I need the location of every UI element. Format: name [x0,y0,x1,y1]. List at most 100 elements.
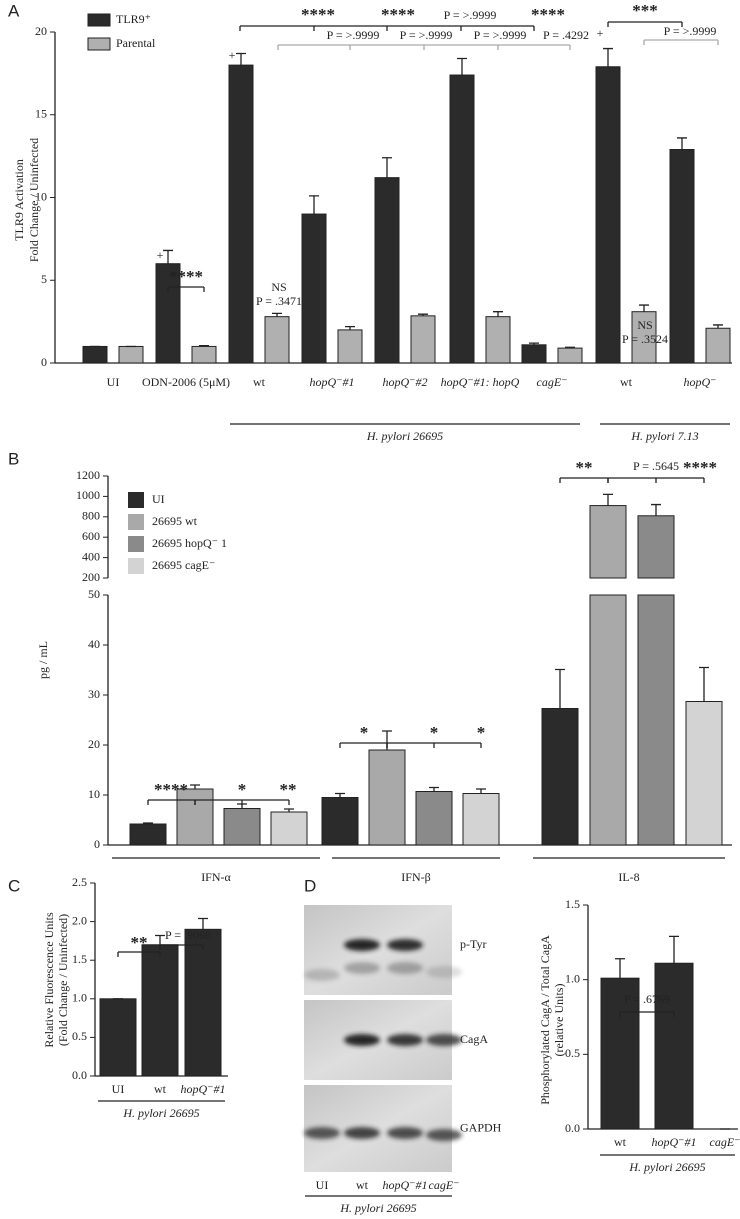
bar [705,327,731,364]
legend-swatch [128,492,144,508]
group-label: H. pylori 26695 [339,1201,416,1215]
x-tick-label: cagE⁻ [710,1135,740,1149]
bar [99,998,137,1077]
y-axis-label: Phosphorylated CagA / Total CagA [538,935,552,1105]
y-axis-label: (Fold Change / Uninfected) [56,914,70,1046]
y-tick-label: 10 [35,189,47,203]
bar [368,749,406,846]
error-bar [382,157,392,178]
y-tick-label: 1000 [76,488,100,502]
bar [264,316,290,364]
blot-band [304,1127,340,1139]
bar [191,345,217,364]
legend-swatch [87,37,111,51]
blot-band [387,1034,423,1046]
bar [449,74,475,364]
group-label: H. pylori 26695 [122,1106,199,1120]
y-axis-label: Relative Fluorescence Units [42,912,56,1048]
annotation: P = >.9999 [400,28,453,42]
bar [589,505,627,579]
error-bar [335,792,345,798]
annotation: ** [280,780,297,799]
x-tick-label: hopQ⁻#2 [383,375,428,389]
y-axis-label: (relative Units) [552,984,566,1057]
y-tick-label: 0.0 [72,1068,87,1082]
bar [184,928,222,1077]
bar [557,347,583,364]
error-bar [198,917,208,930]
legend-label: UI [152,492,165,506]
row-label: GAPDH [460,1120,502,1134]
group-label: H. pylori 26695 [366,429,443,443]
y-tick-label: 2.0 [72,913,87,927]
y-tick-label: 10 [88,787,100,801]
legend-label: TLR9⁺ [116,12,151,26]
x-tick-label: hopQ⁻#1 [652,1135,697,1149]
y-tick-label: 400 [82,549,100,563]
x-tick-label: hopQ⁻ [684,375,717,389]
annotation: + [229,48,236,62]
y-tick-label: 800 [82,509,100,523]
annotation: NS [271,280,286,294]
legend-swatch [128,536,144,552]
y-tick-label: 200 [82,570,100,584]
y-tick-label: 5 [41,272,47,286]
y-axis-label: TLR9 Activation [12,159,26,241]
x-tick-label: hopQ⁻#1: hopQ [441,375,520,389]
panel-letter: B [8,449,19,468]
bar [301,213,327,364]
x-tick-label: hopQ⁻#1 [181,1082,226,1096]
blot-band [344,939,380,951]
bar [223,808,261,846]
lane-label: wt [356,1178,369,1192]
error-bar [699,666,709,702]
annotation: P = .9098 [165,928,211,942]
error-bar [493,311,503,317]
lane-label: UI [316,1178,329,1192]
x-tick-label: ODN-2006 (5μM) [142,375,230,389]
blot-band [344,962,380,974]
bar [521,344,547,364]
y-tick-label: 30 [88,687,100,701]
annotation: P = >.9999 [444,8,497,22]
x-tick-label: cagE⁻ [537,375,568,389]
bar [462,793,500,846]
annotation: P = .5645 [633,459,679,473]
annotation: P = .3524 [622,332,668,346]
y-tick-label: 20 [88,737,100,751]
panel-letter: A [8,1,20,20]
bar [541,708,579,846]
y-axis-label: Fold Change / Uninfected [27,138,41,262]
error-bar [190,784,200,789]
error-bar [418,313,428,316]
x-tick-label: hopQ⁻#1 [310,375,355,389]
x-tick-label: wt [154,1082,167,1096]
legend-swatch [128,514,144,530]
panel-letter: C [8,876,20,895]
bar [589,594,627,846]
annotation: P = >.9999 [474,28,527,42]
bar [415,791,453,846]
bar [141,944,179,1077]
annotation: * [477,723,486,742]
bar [82,345,108,364]
annotation: P = .3471 [256,294,302,308]
legend-label: Parental [116,36,156,50]
y-tick-label: 20 [35,24,47,38]
x-tick-label: IFN-α [201,870,231,884]
group-label: H. pylori 26695 [628,1160,705,1174]
x-tick-label: wt [620,375,633,389]
bar [637,594,675,846]
y-tick-label: 1200 [76,468,100,482]
error-bar [457,57,467,76]
bar [374,177,400,364]
error-bar [565,346,575,349]
y-tick-label: 15 [35,107,47,121]
y-tick-label: 600 [82,529,100,543]
annotation: *** [632,1,658,20]
y-tick-label: 50 [88,587,100,601]
error-bar [669,935,679,964]
legend-label: 26695 cagE⁻ [152,558,215,572]
annotation: * [430,723,439,742]
